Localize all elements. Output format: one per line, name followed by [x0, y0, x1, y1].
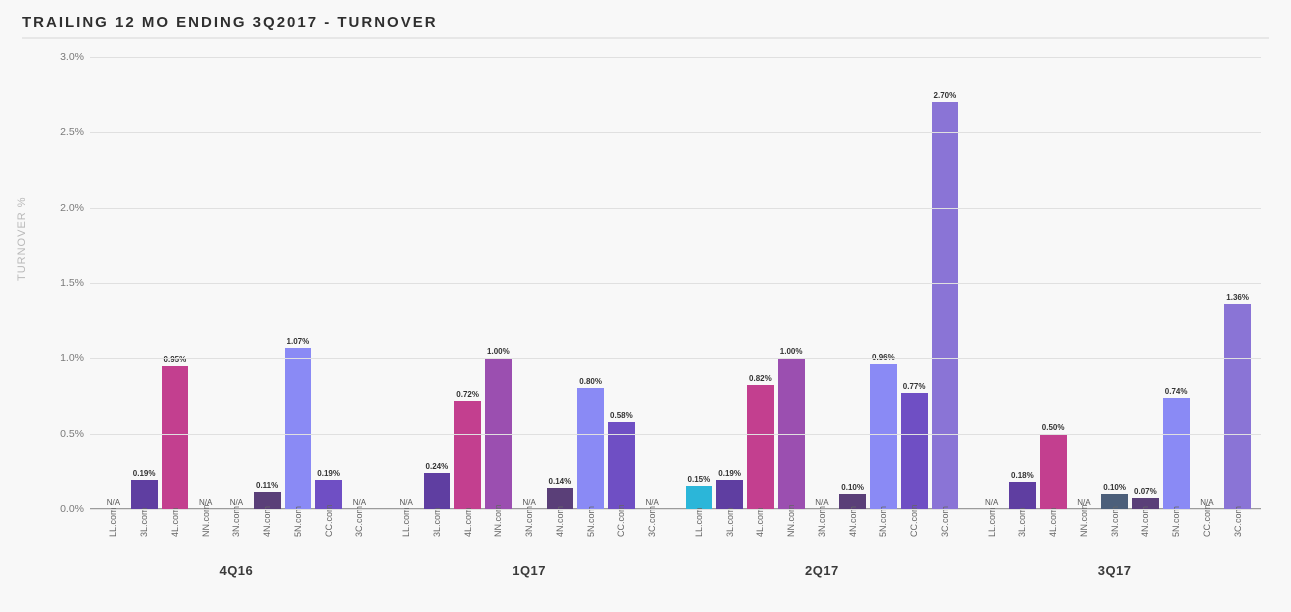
x-category-label: 3N.com — [231, 506, 241, 537]
x-category-label: 3N.com — [817, 506, 827, 537]
bar-fill — [1224, 304, 1251, 509]
bar-value-label: 0.77% — [903, 382, 926, 391]
y-tick-label: 3.0% — [44, 51, 84, 63]
y-tick-label: 1.0% — [44, 352, 84, 364]
grid-line — [90, 57, 1261, 58]
bar-value-label: 0.18% — [1011, 471, 1034, 480]
group-label: 2Q17 — [676, 563, 969, 578]
x-category-label: 3L.com — [432, 507, 442, 537]
bar-fill — [1163, 398, 1190, 509]
x-category-label: 3L.com — [725, 507, 735, 537]
bar-fill — [608, 422, 635, 509]
bar-fill — [901, 393, 928, 509]
group-label: 3Q17 — [968, 563, 1261, 578]
grid-line — [90, 509, 1261, 510]
bar-fill — [424, 473, 451, 509]
bar-fill — [686, 486, 713, 509]
x-category-label: 4N.com — [848, 506, 858, 537]
bar-value-label: 0.07% — [1134, 487, 1157, 496]
x-category-label: 4L.com — [755, 507, 765, 537]
grid-line — [90, 283, 1261, 284]
chart-title: TRAILING 12 MO ENDING 3Q2017 - TURNOVER — [22, 14, 1269, 31]
grid-line — [90, 434, 1261, 435]
y-tick-label: 0.0% — [44, 503, 84, 515]
x-category-label: 4L.com — [463, 507, 473, 537]
y-tick-label: 2.5% — [44, 126, 84, 138]
bar-value-label: 0.58% — [610, 411, 633, 420]
x-category-label: 3N.com — [524, 506, 534, 537]
chart-panel: TRAILING 12 MO ENDING 3Q2017 - TURNOVER … — [0, 0, 1291, 612]
bar-value-label: 0.14% — [549, 477, 572, 486]
y-axis-label: TURNOVER % — [16, 196, 28, 281]
bar-fill — [932, 102, 959, 509]
bar-value-label: 1.07% — [287, 337, 310, 346]
bar-fill — [1040, 434, 1067, 509]
bar-fill — [454, 401, 481, 509]
x-category-label: 5N.com — [1171, 506, 1181, 537]
bar-value-label: 0.15% — [688, 475, 711, 484]
bar-fill — [716, 480, 743, 509]
bar-fill — [577, 388, 604, 509]
bar-value-label: 0.19% — [718, 469, 741, 478]
y-tick-label: 0.5% — [44, 428, 84, 440]
bar-value-label: 0.80% — [579, 377, 602, 386]
bar-fill — [1009, 482, 1036, 509]
plot-region: N/ALL.com0.19%3L.com0.95%4L.comN/ANN.com… — [90, 57, 1261, 509]
bar-fill — [285, 348, 312, 509]
chart-area: TURNOVER % N/ALL.com0.19%3L.com0.95%4L.c… — [22, 51, 1269, 591]
bar-value-label: 0.95% — [164, 355, 187, 364]
grid-line — [90, 358, 1261, 359]
bar-value-label: 2.70% — [934, 91, 957, 100]
group-label: 1Q17 — [383, 563, 676, 578]
bar-value-label: 0.74% — [1165, 387, 1188, 396]
bar-fill — [870, 364, 897, 509]
x-category-label: LL.com — [987, 507, 997, 537]
x-category-label: 3L.com — [139, 507, 149, 537]
title-underline — [22, 37, 1269, 39]
x-category-label: 5N.com — [586, 506, 596, 537]
x-category-label: 3C.com — [1233, 506, 1243, 537]
x-category-label: 4L.com — [1048, 507, 1058, 537]
x-category-label: 5N.com — [293, 506, 303, 537]
bar-value-label: 1.00% — [487, 347, 510, 356]
x-category-label: 3C.com — [354, 506, 364, 537]
x-category-label: 4N.com — [1140, 506, 1150, 537]
x-category-label: 5N.com — [878, 506, 888, 537]
bar-value-label: 0.24% — [426, 462, 449, 471]
x-category-label: 3C.com — [940, 506, 950, 537]
x-category-label: 4N.com — [555, 506, 565, 537]
bar-value-label: 0.10% — [1103, 483, 1126, 492]
bar-na-label: N/A — [107, 498, 120, 507]
y-tick-label: 1.5% — [44, 277, 84, 289]
bar-value-label: 0.19% — [133, 469, 156, 478]
x-category-label: LL.com — [401, 507, 411, 537]
bar-value-label: 1.00% — [780, 347, 803, 356]
bar-value-label: 0.10% — [841, 483, 864, 492]
bar-value-label: 0.50% — [1042, 423, 1065, 432]
bar-value-label: 0.82% — [749, 374, 772, 383]
x-category-label: LL.com — [108, 507, 118, 537]
bar-na-label: N/A — [399, 498, 412, 507]
bar-value-label: 0.11% — [256, 481, 278, 490]
x-category-label: LL.com — [694, 507, 704, 537]
bar-value-label: 1.36% — [1226, 293, 1249, 302]
bar-value-label: 0.72% — [456, 390, 479, 399]
x-category-label: 3L.com — [1017, 507, 1027, 537]
x-category-label: 3C.com — [647, 506, 657, 537]
bar-fill — [131, 480, 158, 509]
grid-line — [90, 208, 1261, 209]
bar-value-label: 0.19% — [317, 469, 340, 478]
y-tick-label: 2.0% — [44, 202, 84, 214]
bar-fill — [162, 366, 189, 509]
grid-line — [90, 132, 1261, 133]
x-category-label: 4L.com — [170, 507, 180, 537]
x-category-label: 3N.com — [1110, 506, 1120, 537]
bar-fill — [747, 385, 774, 509]
x-category-label: 4N.com — [262, 506, 272, 537]
bar-na-label: N/A — [985, 498, 998, 507]
group-label: 4Q16 — [90, 563, 383, 578]
